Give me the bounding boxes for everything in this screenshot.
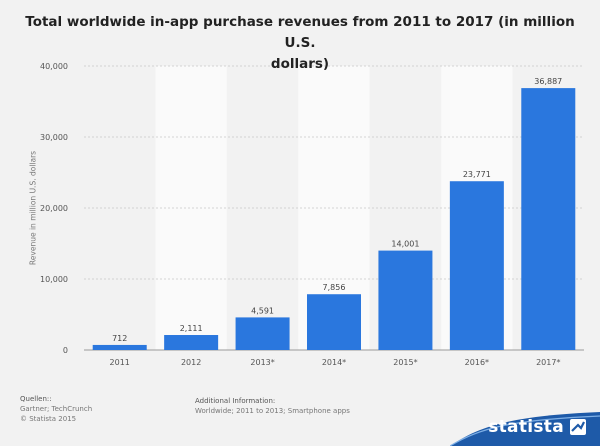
chart-title-line-1: Total worldwide in-app purchase revenues… — [25, 14, 575, 51]
bar-2011 — [92, 344, 147, 350]
sources-line-2: © Statista 2015 — [20, 415, 77, 423]
x-tick-label: 2011 — [110, 358, 130, 367]
column-band — [226, 66, 299, 350]
value-label: 712 — [112, 334, 127, 343]
statista-logo[interactable]: statista — [450, 408, 600, 446]
brand-name: statista — [488, 417, 564, 437]
y-tick-label: 30,000 — [40, 133, 68, 142]
value-label: 4,591 — [251, 306, 274, 315]
sources-header: Quellen:: — [20, 395, 52, 403]
column-band — [155, 66, 227, 350]
bar-2016 — [449, 181, 504, 350]
x-tick-label: 2012 — [181, 358, 201, 367]
sources-line-1: Gartner; TechCrunch — [20, 405, 93, 413]
x-tick-label: 2015* — [393, 358, 417, 367]
value-label: 23,771 — [463, 170, 491, 179]
y-tick-label: 20,000 — [40, 204, 68, 213]
value-labels: 712 2,111 4,591 7,856 14,001 23,771 36,887 — [112, 77, 562, 343]
y-tick-label: 40,000 — [40, 62, 68, 71]
brand-swoosh — [450, 412, 600, 446]
bars — [92, 88, 576, 351]
y-tick-label: 0 — [63, 346, 68, 355]
additional-info-text: Worldwide; 2011 to 2013; Smartphone apps — [195, 407, 350, 415]
x-tick-label: 2013* — [250, 358, 274, 367]
value-label: 2,111 — [180, 324, 203, 333]
chart-title-line-2: dollars) — [270, 56, 330, 72]
column-band — [84, 66, 156, 350]
y-axis-ticks: 0 10,000 20,000 30,000 40,000 — [40, 62, 68, 355]
value-label: 7,856 — [323, 283, 346, 292]
bar-2014 — [307, 294, 361, 350]
bar-2012 — [164, 335, 219, 350]
value-label: 36,887 — [534, 77, 562, 86]
sources: Quellen:: Gartner; TechCrunch © Statista… — [20, 394, 92, 424]
value-label: 14,001 — [391, 240, 419, 249]
statista-icon — [570, 419, 586, 435]
bar-2015 — [378, 250, 433, 350]
bar-2017 — [521, 88, 576, 351]
additional-information: Additional Information: Worldwide; 2011 … — [195, 396, 350, 416]
y-axis-label: Revenue in million U.S. dollars — [28, 150, 38, 266]
y-tick-label: 10,000 — [40, 275, 68, 284]
additional-info-header[interactable]: Additional Information: — [195, 397, 276, 405]
x-tick-label: 2014* — [322, 358, 346, 367]
x-tick-label: 2016* — [465, 358, 489, 367]
x-axis-ticks: 2011 2012 2013* 2014* 2015* 2016* 2017* — [110, 358, 561, 367]
chart-title: Total worldwide in-app purchase revenues… — [20, 12, 580, 75]
bar-2013 — [235, 317, 290, 350]
x-tick-label: 2017* — [536, 358, 560, 367]
